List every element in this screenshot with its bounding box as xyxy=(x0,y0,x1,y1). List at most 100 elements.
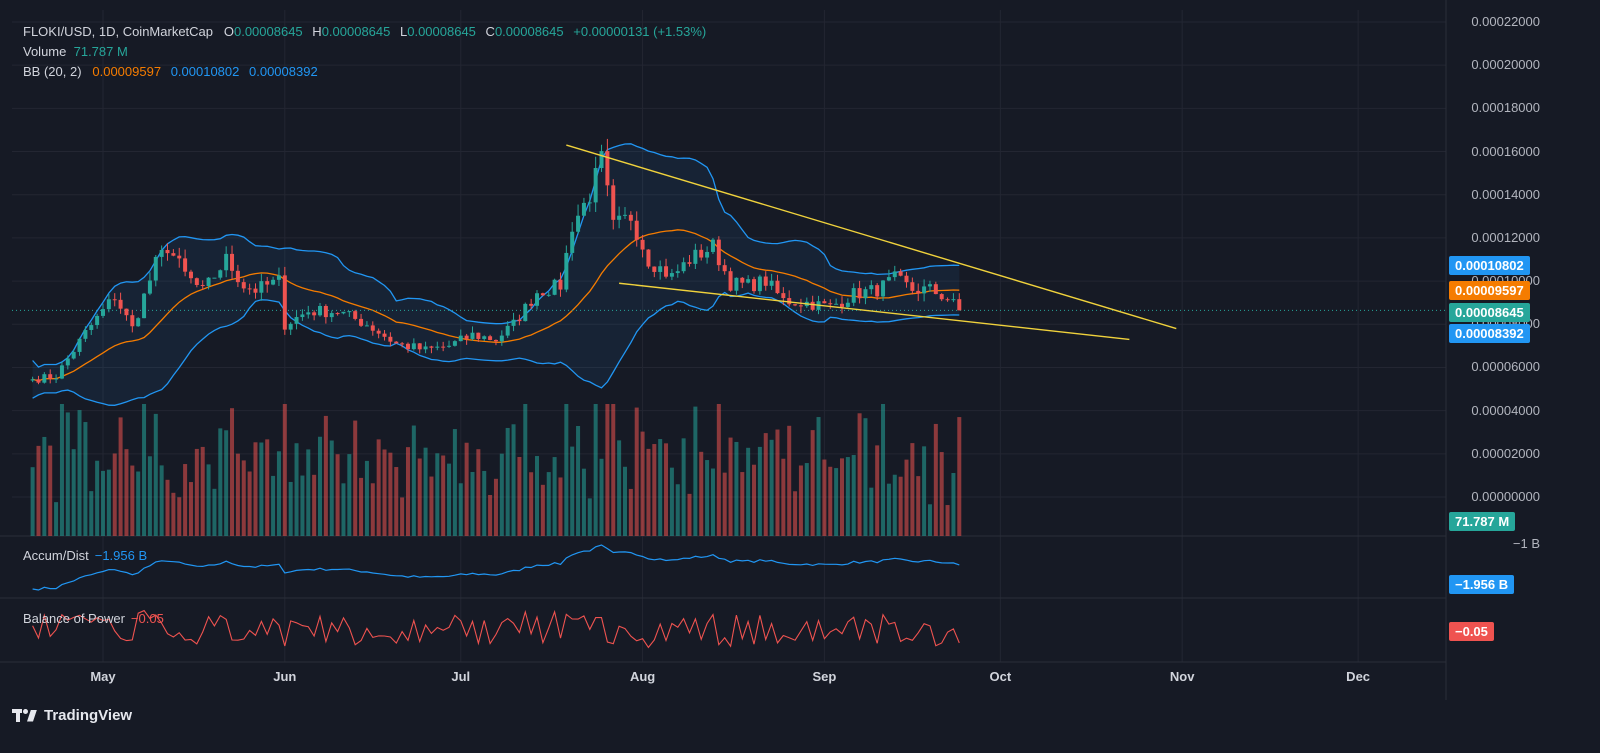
volume-bar xyxy=(165,479,170,536)
grid-lines xyxy=(12,10,1446,662)
candle-body xyxy=(411,343,416,350)
bollinger-upper-line xyxy=(32,143,960,368)
volume-bar xyxy=(200,446,205,536)
candle-body xyxy=(106,299,111,310)
candle-body xyxy=(933,284,938,295)
candle-body xyxy=(546,294,551,296)
volume-bar xyxy=(171,492,176,536)
volume-bar xyxy=(212,488,217,536)
price-tick-label: 0.00004000 xyxy=(1471,402,1540,418)
candle-body xyxy=(681,262,686,272)
candle-body xyxy=(523,303,528,322)
candle-body xyxy=(59,365,64,379)
volume-bar xyxy=(441,455,446,536)
volume-legend[interactable]: Volume 71.787 M xyxy=(23,44,134,59)
volume-bar xyxy=(716,404,721,536)
candle-body xyxy=(42,374,47,383)
candle-body xyxy=(235,270,240,283)
candle-body xyxy=(857,288,862,299)
candle-body xyxy=(775,280,780,294)
volume-bar xyxy=(106,469,111,536)
volume-bar xyxy=(194,448,199,536)
candle-body xyxy=(142,293,147,319)
volume-bar xyxy=(388,452,393,536)
candle-body xyxy=(77,338,82,352)
tradingview-brand[interactable]: TradingView xyxy=(12,707,132,724)
volume-bar xyxy=(875,445,880,536)
price-tick-label: 0.00000000 xyxy=(1471,489,1540,504)
volume-bar xyxy=(341,483,346,536)
candle-body xyxy=(581,202,586,216)
volume-bar xyxy=(546,472,551,536)
volume-bar xyxy=(664,443,669,536)
candle-body xyxy=(400,343,405,345)
volume-bar xyxy=(529,472,534,536)
candle-body xyxy=(48,374,53,379)
bb-lower-badge: 0.00008392 xyxy=(1449,324,1530,343)
volume-bar xyxy=(265,439,270,536)
symbol-label[interactable]: FLOKI/USD, 1D, CoinMarketCap xyxy=(23,24,214,39)
volume-bar xyxy=(505,427,510,536)
candle-body xyxy=(587,202,592,204)
volume-bar xyxy=(816,417,821,536)
volume-bar xyxy=(804,463,809,536)
price-tick-label: 0.00002000 xyxy=(1471,445,1540,461)
bb-legend[interactable]: BB (20, 2) 0.00009597 0.00010802 0.00008… xyxy=(23,64,324,79)
volume-bar xyxy=(411,425,416,536)
volume-bar xyxy=(488,494,493,536)
volume-bar xyxy=(470,472,475,536)
tradingview-logo-icon xyxy=(12,708,38,723)
volume-bar xyxy=(628,488,633,536)
candle-body xyxy=(898,271,903,276)
candle-body xyxy=(335,313,340,315)
volume-bar xyxy=(951,472,956,536)
volume-bar xyxy=(423,447,428,536)
volume-bar xyxy=(822,459,827,536)
volume-bar xyxy=(605,404,610,536)
price-tick-label: 0.00016000 xyxy=(1471,143,1540,159)
volume-bar xyxy=(300,475,305,536)
bop-legend[interactable]: Balance of Power −0.05 xyxy=(23,611,164,626)
candle-body xyxy=(136,318,141,327)
time-tick-label: May xyxy=(90,669,116,684)
volume-bar xyxy=(318,436,323,536)
volume-bar xyxy=(769,439,774,536)
candle-body xyxy=(194,278,199,285)
volume-bar xyxy=(892,474,897,536)
close-value: 0.00008645 xyxy=(494,24,564,39)
candle-body xyxy=(265,281,270,285)
candle-body xyxy=(435,346,440,348)
volume-bar xyxy=(382,449,387,536)
candle-body xyxy=(499,335,504,342)
candle-body xyxy=(188,271,193,279)
candle-body xyxy=(341,311,346,314)
bop-badge: −0.05 xyxy=(1449,622,1494,641)
candle-body xyxy=(951,299,956,301)
volume-bar xyxy=(159,465,164,536)
low-label: L xyxy=(400,24,408,39)
bop-label: Balance of Power xyxy=(23,611,125,626)
volume-bar xyxy=(353,420,358,536)
candle-body xyxy=(699,249,704,258)
candle-body xyxy=(224,253,229,271)
accum-dist-legend[interactable]: Accum/Dist −1.956 B xyxy=(23,548,147,563)
candle-body xyxy=(540,293,545,296)
volume-bar xyxy=(828,466,833,536)
candle-body xyxy=(634,220,639,240)
price-tick-label: 0.00020000 xyxy=(1471,57,1540,73)
candle-body xyxy=(863,289,868,299)
volume-bar xyxy=(916,476,921,536)
candle-body xyxy=(370,325,375,331)
candle-body xyxy=(312,312,317,316)
trendline xyxy=(566,144,1177,330)
volume-bar xyxy=(617,440,622,536)
bb-middle-badge: 0.00009597 xyxy=(1449,281,1530,300)
volume-bar xyxy=(669,467,674,536)
candle-body xyxy=(118,299,123,309)
high-label: H xyxy=(312,24,322,39)
volume-bar xyxy=(276,451,281,536)
volume-bar xyxy=(576,425,581,536)
candle-body xyxy=(30,379,35,381)
candle-body xyxy=(300,314,305,318)
